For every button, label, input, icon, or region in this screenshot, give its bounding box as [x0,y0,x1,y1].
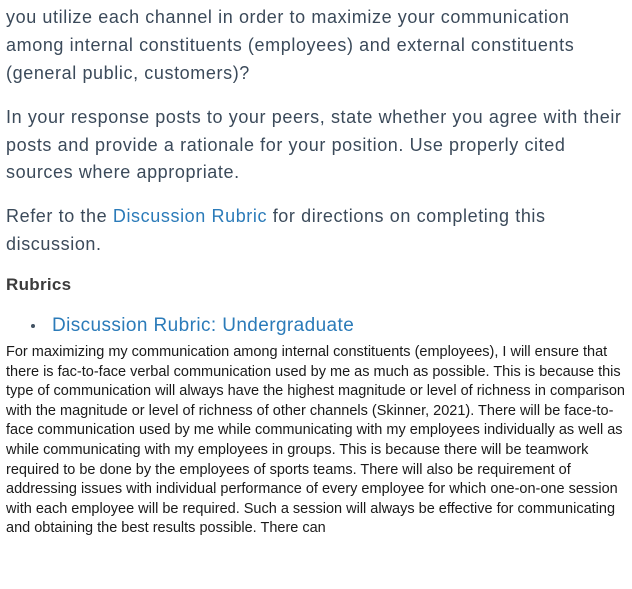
rubric-list: Discussion Rubric: Undergraduate [6,315,626,337]
answer-body-text: For maximizing my communication among in… [6,343,626,539]
prompt-paragraph-1: you utilize each channel in order to max… [6,4,626,88]
rubric-undergraduate-link[interactable]: Discussion Rubric: Undergraduate [46,315,354,336]
prompt-paragraph-3: Refer to the Discussion Rubric for direc… [6,203,626,259]
prompt-paragraph-2: In your response posts to your peers, st… [6,104,626,188]
prompt-para3-prefix: Refer to the [6,206,113,226]
rubrics-heading: Rubrics [6,275,626,295]
discussion-rubric-link[interactable]: Discussion Rubric [113,206,267,226]
rubric-list-item: Discussion Rubric: Undergraduate [46,315,626,337]
